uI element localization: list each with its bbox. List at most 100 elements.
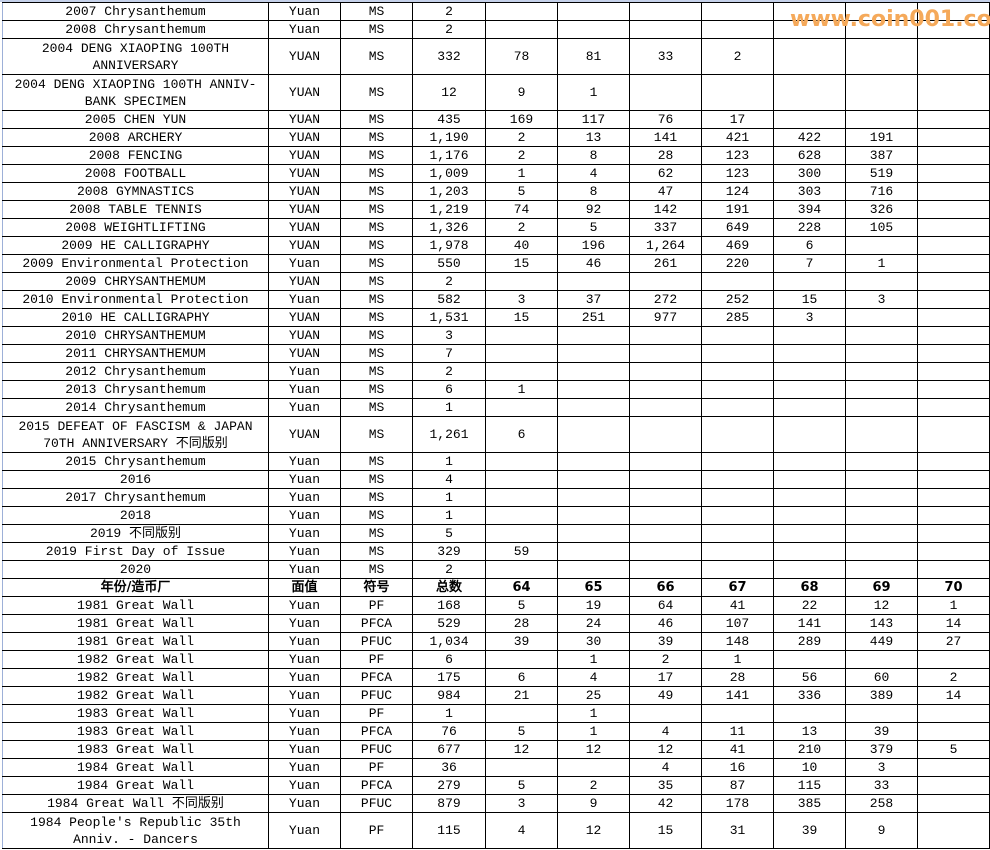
- cell-name[interactable]: 2009 CHRYSANTHEMUM: [2, 272, 269, 291]
- cell-g65[interactable]: 4: [557, 164, 630, 183]
- cell-denomination[interactable]: Yuan: [268, 722, 341, 741]
- cell-g70[interactable]: [917, 344, 990, 363]
- cell-g67[interactable]: 285: [701, 308, 774, 327]
- cell-g69[interactable]: 3: [845, 758, 918, 777]
- cell-g70[interactable]: [917, 326, 990, 345]
- cell-g70[interactable]: [917, 218, 990, 237]
- cell-g65[interactable]: [557, 20, 630, 39]
- cell-name[interactable]: 1983 Great Wall: [2, 740, 269, 759]
- cell-g66[interactable]: 272: [629, 290, 702, 309]
- cell-g68[interactable]: [773, 110, 846, 129]
- cell-g65[interactable]: 37: [557, 290, 630, 309]
- cell-denomination[interactable]: Yuan: [268, 560, 341, 579]
- cell-g64[interactable]: [485, 704, 558, 723]
- cell-total[interactable]: 3: [412, 326, 486, 345]
- cell-g64[interactable]: [485, 344, 558, 363]
- cell-g64[interactable]: 64: [485, 578, 558, 597]
- cell-g67[interactable]: [701, 326, 774, 345]
- cell-g68[interactable]: [773, 416, 846, 453]
- cell-grade[interactable]: MS: [340, 2, 413, 21]
- cell-g69[interactable]: 9: [845, 812, 918, 849]
- cell-g66[interactable]: 15: [629, 812, 702, 849]
- cell-g67[interactable]: [701, 488, 774, 507]
- cell-g70[interactable]: [917, 416, 990, 453]
- cell-denomination[interactable]: YUAN: [268, 74, 341, 111]
- cell-g65[interactable]: 1: [557, 650, 630, 669]
- cell-g69[interactable]: [845, 704, 918, 723]
- cell-g64[interactable]: 1: [485, 164, 558, 183]
- cell-g69[interactable]: 69: [845, 578, 918, 597]
- cell-grade[interactable]: MS: [340, 524, 413, 543]
- cell-grade[interactable]: MS: [340, 164, 413, 183]
- cell-g70[interactable]: [917, 398, 990, 417]
- cell-g68[interactable]: [773, 38, 846, 75]
- cell-name[interactable]: 1984 Great Wall 不同版别: [2, 794, 269, 813]
- cell-g64[interactable]: [485, 470, 558, 489]
- cell-g65[interactable]: 92: [557, 200, 630, 219]
- cell-g69[interactable]: [845, 650, 918, 669]
- cell-g69[interactable]: 191: [845, 128, 918, 147]
- cell-grade[interactable]: PFCA: [340, 668, 413, 687]
- cell-g69[interactable]: 326: [845, 200, 918, 219]
- cell-total[interactable]: 2: [412, 272, 486, 291]
- cell-g65[interactable]: 25: [557, 686, 630, 705]
- cell-g65[interactable]: 8: [557, 146, 630, 165]
- cell-g70[interactable]: 14: [917, 614, 990, 633]
- cell-denomination[interactable]: YUAN: [268, 308, 341, 327]
- cell-total[interactable]: 6: [412, 650, 486, 669]
- cell-g70[interactable]: 2: [917, 668, 990, 687]
- cell-g67[interactable]: [701, 2, 774, 21]
- cell-g69[interactable]: [845, 524, 918, 543]
- cell-g68[interactable]: [773, 524, 846, 543]
- cell-total[interactable]: 1: [412, 398, 486, 417]
- cell-grade[interactable]: PFUC: [340, 686, 413, 705]
- cell-g65[interactable]: [557, 380, 630, 399]
- cell-g66[interactable]: 35: [629, 776, 702, 795]
- cell-denomination[interactable]: YUAN: [268, 218, 341, 237]
- cell-g66[interactable]: 2: [629, 650, 702, 669]
- cell-g68[interactable]: [773, 470, 846, 489]
- cell-g66[interactable]: [629, 20, 702, 39]
- cell-g65[interactable]: [557, 488, 630, 507]
- cell-denomination[interactable]: YUAN: [268, 110, 341, 129]
- cell-g64[interactable]: 2: [485, 128, 558, 147]
- cell-g67[interactable]: 17: [701, 110, 774, 129]
- cell-g70[interactable]: [917, 182, 990, 201]
- cell-g66[interactable]: 49: [629, 686, 702, 705]
- cell-grade[interactable]: MS: [340, 128, 413, 147]
- cell-name[interactable]: 2015 DEFEAT OF FASCISM & JAPAN 70TH ANNI…: [2, 416, 269, 453]
- cell-total[interactable]: 115: [412, 812, 486, 849]
- cell-denomination[interactable]: YUAN: [268, 326, 341, 345]
- cell-g69[interactable]: [845, 326, 918, 345]
- cell-g70[interactable]: [917, 110, 990, 129]
- cell-g65[interactable]: 8: [557, 182, 630, 201]
- cell-name[interactable]: 2008 FOOTBALL: [2, 164, 269, 183]
- cell-name[interactable]: 1981 Great Wall: [2, 632, 269, 651]
- cell-name[interactable]: 1981 Great Wall: [2, 596, 269, 615]
- cell-total[interactable]: 2: [412, 2, 486, 21]
- cell-g70[interactable]: [917, 542, 990, 561]
- cell-g70[interactable]: 1: [917, 596, 990, 615]
- cell-g64[interactable]: 6: [485, 668, 558, 687]
- cell-total[interactable]: 279: [412, 776, 486, 795]
- cell-total[interactable]: 1,176: [412, 146, 486, 165]
- cell-g65[interactable]: 19: [557, 596, 630, 615]
- cell-total[interactable]: 1,261: [412, 416, 486, 453]
- cell-g66[interactable]: 141: [629, 128, 702, 147]
- cell-name[interactable]: 2013 Chrysanthemum: [2, 380, 269, 399]
- cell-g64[interactable]: 59: [485, 542, 558, 561]
- cell-g66[interactable]: 66: [629, 578, 702, 597]
- cell-g65[interactable]: 12: [557, 812, 630, 849]
- cell-total[interactable]: 总数: [412, 578, 486, 597]
- cell-g65[interactable]: [557, 506, 630, 525]
- cell-grade[interactable]: MS: [340, 218, 413, 237]
- cell-g67[interactable]: 191: [701, 200, 774, 219]
- cell-g65[interactable]: [557, 2, 630, 21]
- cell-g64[interactable]: 12: [485, 740, 558, 759]
- cell-g69[interactable]: [845, 308, 918, 327]
- cell-g69[interactable]: [845, 272, 918, 291]
- cell-grade[interactable]: PFCA: [340, 614, 413, 633]
- cell-g66[interactable]: 76: [629, 110, 702, 129]
- cell-grade[interactable]: PF: [340, 650, 413, 669]
- cell-grade[interactable]: MS: [340, 326, 413, 345]
